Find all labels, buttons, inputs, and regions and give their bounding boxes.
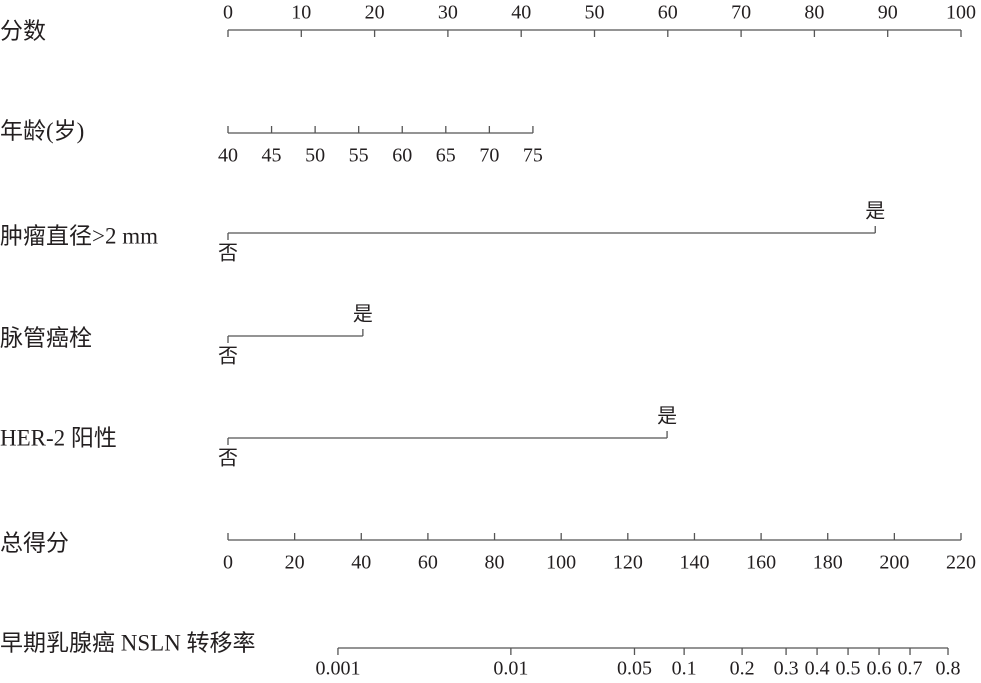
tick-label: 20 (365, 2, 385, 24)
tick-label: 120 (613, 552, 643, 574)
category-label: 是 (657, 406, 677, 428)
tick-label: 70 (479, 145, 499, 167)
tick-label: 180 (813, 552, 843, 574)
tick-label: 0.8 (936, 658, 961, 680)
tick-label: 80 (485, 552, 505, 574)
tick-label: 90 (878, 2, 898, 24)
row-label: 年龄(岁) (0, 118, 84, 143)
tick-label: 10 (291, 2, 311, 24)
tick-label: 50 (305, 145, 325, 167)
tick-label: 0.6 (867, 658, 892, 680)
tick-label: 100 (946, 2, 976, 24)
row-label: 脉管癌栓 (0, 325, 92, 350)
tick-label: 220 (946, 552, 976, 574)
category-label: 否 (218, 243, 238, 265)
tick-label: 0.05 (617, 658, 652, 680)
tick-label: 70 (731, 2, 751, 24)
tick-label: 55 (349, 145, 369, 167)
tick-label: 40 (511, 2, 531, 24)
tick-label: 160 (746, 552, 776, 574)
tick-label: 200 (879, 552, 909, 574)
tick-label: 60 (418, 552, 438, 574)
tick-label: 60 (392, 145, 412, 167)
tick-label: 50 (585, 2, 605, 24)
category-label: 是 (353, 304, 373, 326)
category-label: 否 (218, 346, 238, 368)
category-label: 是 (865, 201, 885, 223)
tick-label: 0 (223, 552, 233, 574)
row-label: 总得分 (0, 530, 69, 555)
tick-label: 0.001 (315, 658, 360, 680)
category-label: 否 (218, 448, 238, 470)
tick-label: 65 (436, 145, 456, 167)
row-label: HER-2 阳性 (0, 425, 117, 450)
row-label: 肿瘤直径>2 mm (0, 223, 158, 248)
tick-label: 100 (546, 552, 576, 574)
row-label: 早期乳腺癌 NSLN 转移率 (0, 630, 256, 655)
tick-label: 0.5 (836, 658, 861, 680)
tick-label: 0.2 (730, 658, 755, 680)
tick-label: 0.1 (672, 658, 697, 680)
tick-label: 0.01 (493, 658, 528, 680)
tick-label: 0.4 (805, 658, 830, 680)
tick-label: 0.3 (774, 658, 799, 680)
tick-label: 40 (351, 552, 371, 574)
tick-label: 40 (218, 145, 238, 167)
tick-label: 75 (523, 145, 543, 167)
tick-label: 140 (679, 552, 709, 574)
tick-label: 45 (262, 145, 282, 167)
tick-label: 0.7 (898, 658, 923, 680)
tick-label: 80 (804, 2, 824, 24)
row-label: 分数 (0, 18, 46, 43)
tick-label: 30 (438, 2, 458, 24)
tick-label: 0 (223, 2, 233, 24)
tick-label: 20 (285, 552, 305, 574)
tick-label: 60 (658, 2, 678, 24)
